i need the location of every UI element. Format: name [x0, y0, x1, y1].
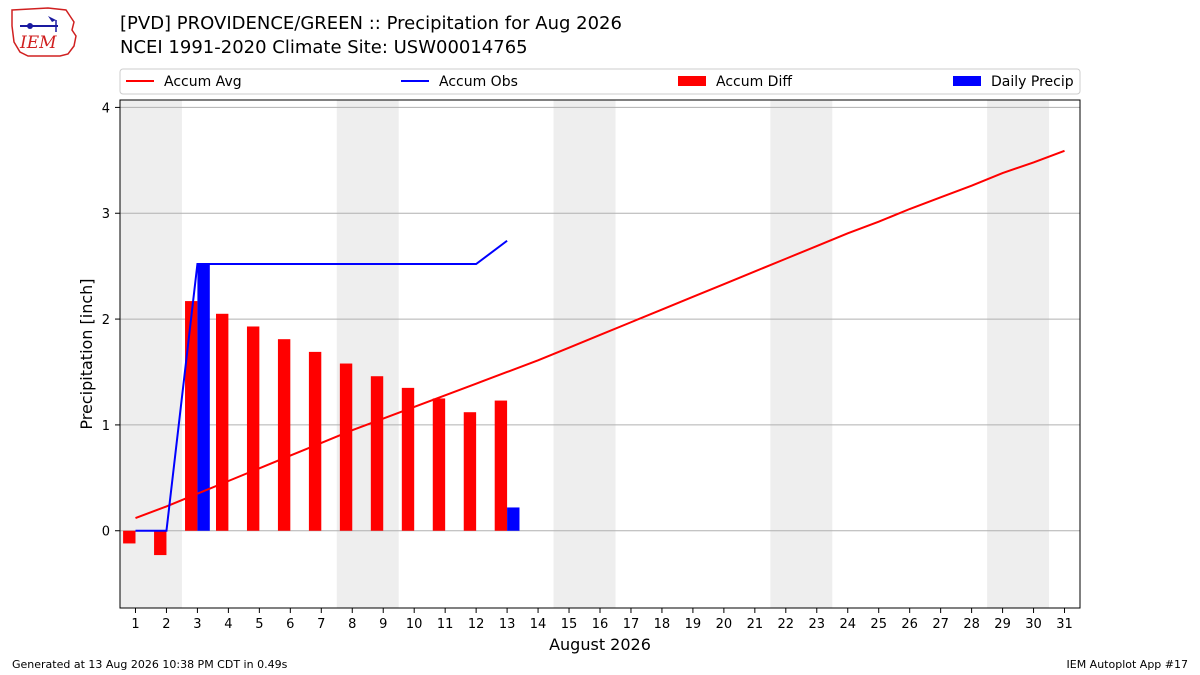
- svg-text:IEM: IEM: [19, 33, 57, 53]
- accum-diff-bar: [277, 339, 291, 531]
- x-tick-label: 19: [685, 617, 702, 632]
- y-tick-label: 0: [102, 525, 110, 540]
- x-tick-label: 9: [379, 617, 387, 632]
- weekend-band: [120, 100, 182, 608]
- x-tick-label: 1: [131, 617, 139, 632]
- x-tick-label: 21: [747, 617, 764, 632]
- accum-obs-line: [135, 239, 508, 532]
- x-tick-label: 24: [839, 617, 856, 632]
- x-tick-label: 6: [286, 617, 294, 632]
- accum-diff-bar: [185, 301, 198, 531]
- bars: [123, 264, 520, 556]
- x-tick-label: 27: [932, 617, 949, 632]
- x-tick-label: 18: [654, 617, 671, 632]
- x-tick-label: 11: [437, 617, 454, 632]
- iem-logo: IEM: [11, 7, 77, 57]
- x-tick-label: 23: [809, 617, 826, 632]
- x-tick-label: 7: [317, 617, 325, 632]
- accum-diff-bar: [154, 530, 167, 556]
- chart-title: [PVD] PROVIDENCE/GREEN :: Precipitation …: [120, 13, 622, 34]
- chart-subtitle: NCEI 1991-2020 Climate Site: USW00014765: [120, 37, 528, 58]
- accum-diff-bar: [339, 363, 353, 531]
- x-tick-label: 12: [468, 617, 485, 632]
- legend: Accum Avg Accum Obs Accum Diff Daily Precip: [119, 68, 1081, 95]
- x-tick-label: 17: [623, 617, 640, 632]
- legend-label: Accum Diff: [716, 74, 792, 90]
- x-tick-label: 4: [224, 617, 232, 632]
- legend-swatch: [678, 76, 706, 86]
- x-axis-label: August 2026: [549, 635, 651, 654]
- accum-diff-bar: [463, 412, 477, 531]
- accum-diff-bar: [370, 376, 384, 531]
- x-tick-label: 28: [963, 617, 980, 632]
- lines: [135, 149, 1065, 532]
- daily-precip-bar: [507, 507, 520, 531]
- y-tick-label: 4: [102, 101, 110, 116]
- x-tick-label: 10: [406, 617, 423, 632]
- accum-diff-bar: [216, 313, 229, 531]
- legend-label: Daily Precip: [991, 74, 1074, 90]
- y-axis-label: Precipitation [inch]: [77, 278, 96, 429]
- weekend-band: [336, 100, 399, 608]
- y-tick-label: 1: [102, 419, 110, 434]
- x-tick-label: 5: [255, 617, 263, 632]
- y-tick-label: 2: [102, 313, 110, 328]
- accum-diff-bar: [432, 398, 446, 531]
- app-footer: IEM Autoplot App #17: [1066, 658, 1189, 671]
- x-tick-label: 25: [870, 617, 887, 632]
- legend-swatch: [953, 76, 981, 86]
- weekend-shading: [120, 100, 1050, 608]
- accum-diff-bar: [308, 351, 322, 531]
- x-tick-label: 14: [530, 617, 547, 632]
- daily-precip-bar: [197, 264, 210, 531]
- legend-label: Accum Avg: [164, 74, 242, 90]
- accum-diff-bar: [494, 400, 508, 531]
- x-tick-label: 26: [901, 617, 918, 632]
- accum-diff-bar: [246, 326, 260, 531]
- x-tick-label: 22: [778, 617, 795, 632]
- axes: 1 2 3 4 5 6 7 8 9 10 11 12 13 14 15 16 17 18 19 20 21 22 23 24 2…: [77, 99, 1081, 654]
- weekend-band: [770, 100, 833, 608]
- x-tick-label: 20: [716, 617, 733, 632]
- x-tick-label: 31: [1056, 617, 1073, 632]
- x-tick-label: 29: [994, 617, 1011, 632]
- y-tick-label: 3: [102, 207, 110, 222]
- x-tick-label: 16: [592, 617, 609, 632]
- accum-avg-line: [135, 149, 1065, 519]
- generated-footer: Generated at 13 Aug 2026 10:38 PM CDT in…: [12, 658, 288, 671]
- accum-diff-bar: [401, 387, 415, 531]
- x-tick-label: 8: [348, 617, 356, 632]
- x-tick-label: 30: [1025, 617, 1042, 632]
- weekend-band: [987, 100, 1050, 608]
- x-tick-label: 13: [499, 617, 516, 632]
- x-tick-label: 3: [193, 617, 201, 632]
- legend-box: [119, 68, 1081, 95]
- accum-diff-bar: [123, 530, 136, 544]
- weekend-band: [553, 100, 616, 608]
- x-tick-label: 2: [162, 617, 170, 632]
- x-tick-label: 15: [561, 617, 578, 632]
- legend-label: Accum Obs: [439, 74, 518, 90]
